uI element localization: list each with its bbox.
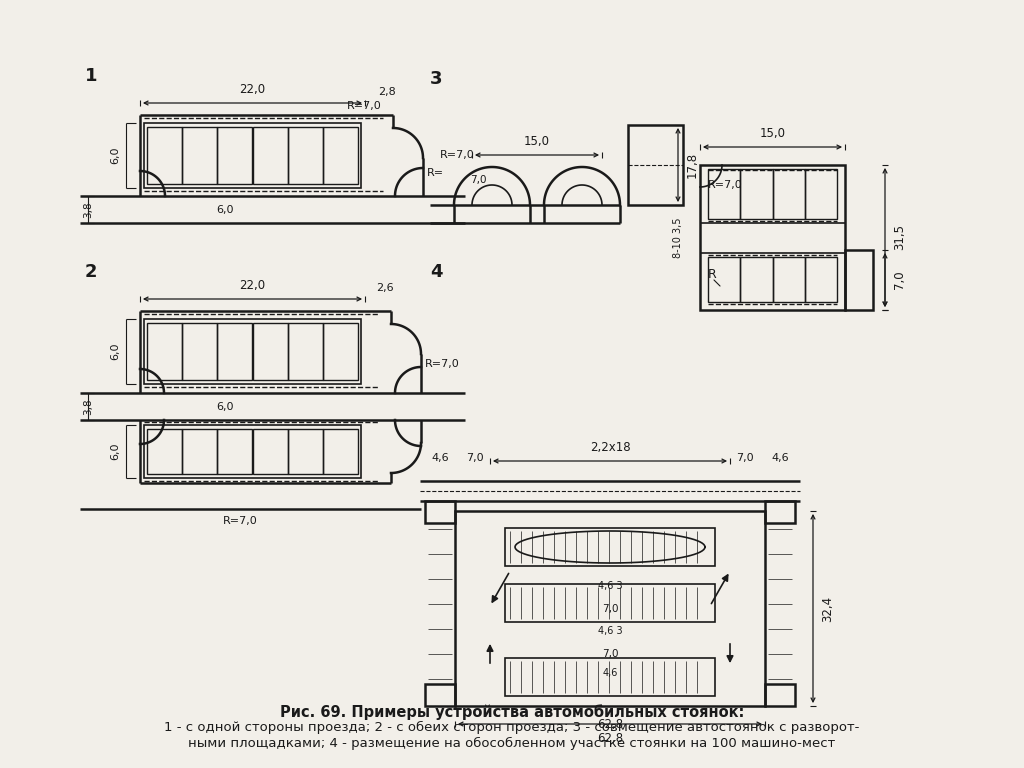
- Text: 1 - с одной стороны проезда; 2 - с обеих сторон проезда; 3 - совмещение автостоя: 1 - с одной стороны проезда; 2 - с обеих…: [164, 721, 860, 734]
- Bar: [182, 127, 217, 184]
- Text: 6,0: 6,0: [216, 402, 233, 412]
- Bar: [253, 127, 288, 184]
- Bar: [323, 127, 358, 184]
- Text: R=: R=: [427, 168, 444, 178]
- Text: 32,4: 32,4: [821, 595, 834, 621]
- Bar: [765, 501, 795, 523]
- Text: 7,0: 7,0: [602, 649, 618, 659]
- Text: 1: 1: [85, 67, 97, 85]
- Text: 22,0: 22,0: [240, 83, 265, 96]
- Bar: [740, 257, 772, 302]
- Text: 4,6: 4,6: [431, 453, 449, 463]
- Text: Рис. 69. Примеры устройства автомобильных стоянок:: Рис. 69. Примеры устройства автомобильны…: [280, 704, 744, 720]
- Bar: [144, 425, 361, 478]
- Text: 2,2x18: 2,2x18: [590, 441, 631, 454]
- Bar: [505, 658, 715, 696]
- Text: 2,6: 2,6: [376, 283, 394, 293]
- Bar: [147, 127, 182, 184]
- Bar: [253, 429, 288, 474]
- Text: 7,0: 7,0: [470, 175, 486, 185]
- Text: 7,0: 7,0: [893, 270, 906, 290]
- Bar: [765, 684, 795, 706]
- Bar: [182, 323, 217, 380]
- Bar: [700, 165, 845, 310]
- Bar: [144, 123, 361, 188]
- Bar: [253, 323, 288, 380]
- Text: 8-10 3,5: 8-10 3,5: [673, 217, 683, 258]
- Bar: [147, 429, 182, 474]
- Bar: [805, 257, 837, 302]
- Text: ными площадками; 4 - размещение на обособленном участке стоянки на 100 машино-ме: ными площадками; 4 - размещение на обосо…: [188, 737, 836, 750]
- Text: 7,0: 7,0: [602, 604, 618, 614]
- Bar: [505, 584, 715, 622]
- Bar: [425, 684, 455, 706]
- Text: 2,8: 2,8: [378, 87, 396, 97]
- Bar: [708, 257, 740, 302]
- Bar: [217, 323, 253, 380]
- Bar: [288, 323, 323, 380]
- Text: 62,8: 62,8: [597, 718, 623, 731]
- Text: 6,0: 6,0: [110, 442, 120, 460]
- Text: 3: 3: [430, 70, 442, 88]
- Bar: [772, 169, 805, 219]
- Text: 22,0: 22,0: [240, 279, 265, 292]
- Bar: [455, 511, 765, 706]
- Text: 4,6 3: 4,6 3: [598, 626, 623, 636]
- Bar: [217, 429, 253, 474]
- Text: 6,0: 6,0: [110, 147, 120, 164]
- Text: R=7,0: R=7,0: [222, 516, 257, 526]
- Bar: [708, 169, 740, 219]
- Text: 15,0: 15,0: [524, 135, 550, 148]
- Text: R=7,0: R=7,0: [708, 180, 742, 190]
- Text: 6,0: 6,0: [216, 205, 233, 215]
- Bar: [323, 429, 358, 474]
- Bar: [217, 127, 253, 184]
- Bar: [740, 169, 772, 219]
- Bar: [772, 257, 805, 302]
- Text: 7,0: 7,0: [466, 453, 483, 463]
- Text: 4,6: 4,6: [771, 453, 788, 463]
- Bar: [144, 319, 361, 384]
- Text: 62,8: 62,8: [597, 732, 623, 745]
- Text: 31,5: 31,5: [893, 224, 906, 250]
- Text: 4: 4: [430, 263, 442, 281]
- Text: R=7,0: R=7,0: [440, 150, 475, 160]
- Bar: [805, 169, 837, 219]
- Bar: [845, 250, 873, 310]
- Text: 3,8: 3,8: [83, 201, 93, 218]
- Bar: [288, 127, 323, 184]
- Text: 7,0: 7,0: [736, 453, 754, 463]
- Text: 17,8: 17,8: [686, 152, 699, 178]
- Bar: [505, 528, 715, 566]
- Bar: [182, 429, 217, 474]
- Text: 6,0: 6,0: [110, 343, 120, 360]
- Bar: [288, 429, 323, 474]
- Text: R: R: [708, 269, 717, 282]
- Text: 15,0: 15,0: [760, 127, 785, 140]
- Text: R=7,0: R=7,0: [425, 359, 460, 369]
- Bar: [628, 125, 683, 205]
- Text: 4,6: 4,6: [602, 668, 617, 678]
- Bar: [323, 323, 358, 380]
- Bar: [425, 501, 455, 523]
- Text: 2: 2: [85, 263, 97, 281]
- Text: 4,6 3: 4,6 3: [598, 581, 623, 591]
- Bar: [147, 323, 182, 380]
- Text: 3,8: 3,8: [83, 398, 93, 415]
- Text: R=7,0: R=7,0: [347, 101, 382, 111]
